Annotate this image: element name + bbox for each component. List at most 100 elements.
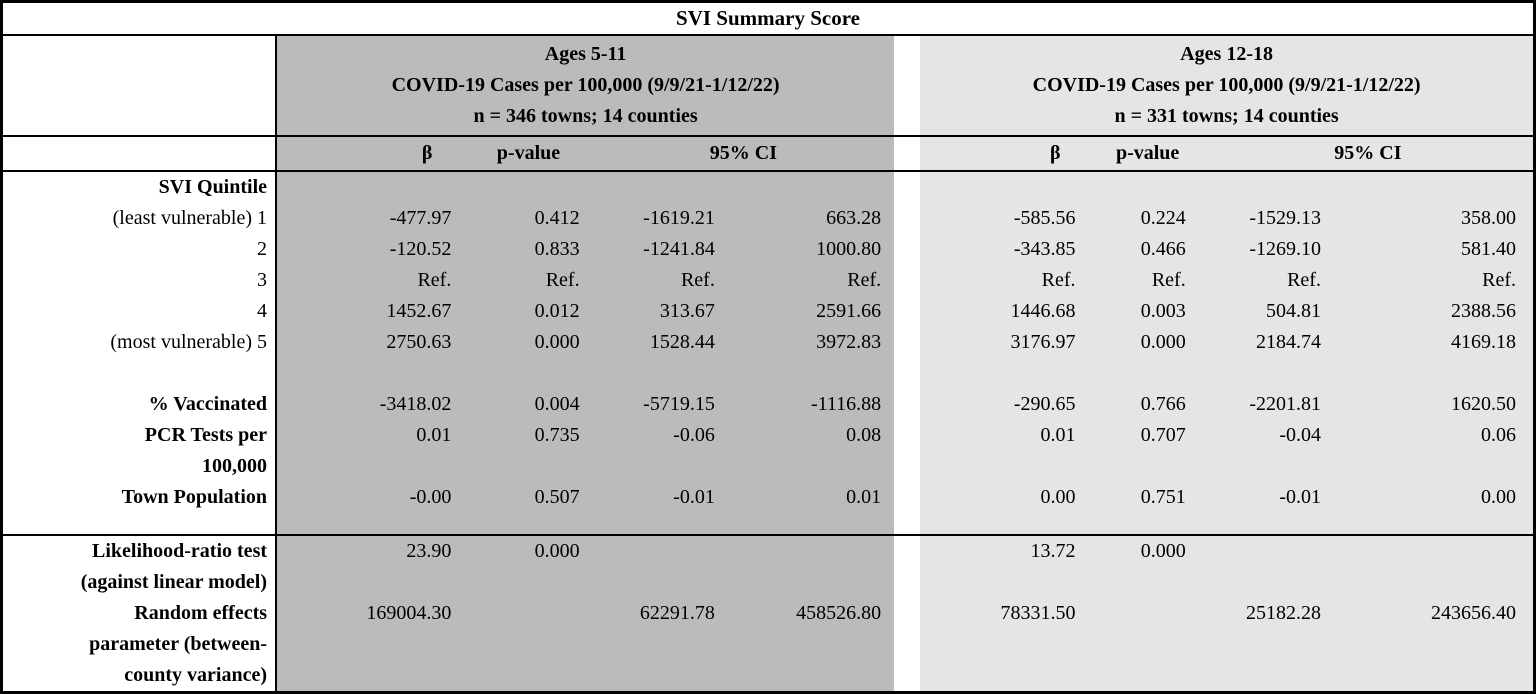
ci-lower [1202, 534, 1338, 567]
row-label: PCR Tests per [1, 420, 278, 451]
beta-value: 3176.97 [920, 327, 1093, 358]
beta-value: 1446.68 [920, 296, 1093, 327]
p-value: 0.735 [464, 420, 593, 451]
beta-value: 13.72 [920, 534, 1093, 567]
beta-value [276, 358, 465, 389]
beta-value: 2750.63 [276, 327, 465, 358]
ci-lower [1202, 629, 1338, 660]
beta-value [920, 567, 1093, 598]
beta-value: -477.97 [276, 203, 465, 234]
table-title: SVI Summary Score [1, 1, 1535, 36]
beta-value [920, 660, 1093, 693]
ci-lower: 313.67 [592, 296, 728, 327]
table-row: 100,000 [1, 451, 1535, 482]
beta-value: -120.52 [276, 234, 465, 265]
row-label: Likelihood-ratio test [1, 534, 278, 567]
ci-lower: -1269.10 [1202, 234, 1338, 265]
ci-upper [1337, 660, 1535, 693]
panel-gap [894, 534, 921, 567]
ci-upper [727, 451, 895, 482]
panel-gap [894, 327, 921, 358]
beta-value: -0.00 [276, 482, 465, 513]
panel-gap [894, 296, 921, 327]
panel-sample: n = 346 towns; 14 counties [473, 105, 698, 127]
ci-lower: -0.01 [1202, 482, 1338, 513]
ci-upper [727, 660, 895, 693]
ci-lower: -1529.13 [1202, 203, 1338, 234]
beta-value [276, 660, 465, 693]
p-value: 0.507 [464, 482, 593, 513]
ci-lower [592, 513, 728, 535]
ci-upper: -1116.88 [727, 389, 895, 420]
ci-upper [727, 534, 895, 567]
panel-header-ages-12-18: Ages 12-18 COVID-19 Cases per 100,000 (9… [920, 35, 1535, 137]
ci-upper: 0.01 [727, 482, 895, 513]
table-row: 2 -120.52 0.833 -1241.84 1000.80 -343.85… [1, 234, 1535, 265]
ci-upper [1337, 534, 1535, 567]
p-value: 0.012 [464, 296, 593, 327]
panel-gap [894, 171, 921, 203]
p-value: 0.466 [1092, 234, 1203, 265]
ci-upper [1337, 358, 1535, 389]
ci-upper [727, 358, 895, 389]
beta-value [276, 567, 465, 598]
panel-gap [894, 136, 921, 172]
beta-value: 78331.50 [920, 598, 1093, 629]
p-value: 0.766 [1092, 389, 1203, 420]
beta-value [920, 629, 1093, 660]
ci-lower [592, 171, 728, 203]
ci-upper: Ref. [727, 265, 895, 296]
ci-upper: 4169.18 [1337, 327, 1535, 358]
row-label [1, 513, 278, 535]
table-row [1, 358, 1535, 389]
ci-lower [1202, 358, 1338, 389]
ci-lower: -1619.21 [592, 203, 728, 234]
beta-value: 0.00 [920, 482, 1093, 513]
beta-value: 0.01 [920, 420, 1093, 451]
beta-value [920, 171, 1093, 203]
table-row: parameter (between- [1, 629, 1535, 660]
panel-gap [894, 482, 921, 513]
p-value [1092, 629, 1203, 660]
row-label: parameter (between- [1, 629, 278, 660]
beta-value: Ref. [920, 265, 1093, 296]
panel-gap [894, 265, 921, 296]
p-value: 0.004 [464, 389, 593, 420]
row-label: county variance) [1, 660, 278, 693]
row-label [1, 358, 278, 389]
ci-lower: 25182.28 [1202, 598, 1338, 629]
beta-value: 0.01 [276, 420, 465, 451]
panel-gap [894, 358, 921, 389]
beta-value [276, 513, 465, 535]
p-value: 0.000 [464, 534, 593, 567]
p-value: 0.000 [1092, 327, 1203, 358]
p-value: 0.000 [464, 327, 593, 358]
panel-age-group: Ages 5-11 [544, 43, 627, 65]
ci-upper: 0.00 [1337, 482, 1535, 513]
panel-gap [894, 389, 921, 420]
beta-value [920, 513, 1093, 535]
p-value-header: p-value [464, 136, 593, 172]
table-row: (least vulnerable) 1 -477.97 0.412 -1619… [1, 203, 1535, 234]
beta-header: β [920, 136, 1093, 172]
table-row: (against linear model) [1, 567, 1535, 598]
ci-lower: 1528.44 [592, 327, 728, 358]
ci-upper: 1620.50 [1337, 389, 1535, 420]
table-row: % Vaccinated -3418.02 0.004 -5719.15 -11… [1, 389, 1535, 420]
ci-upper [727, 567, 895, 598]
beta-value: Ref. [276, 265, 465, 296]
ci-lower [592, 451, 728, 482]
beta-value: -3418.02 [276, 389, 465, 420]
p-value [464, 358, 593, 389]
table-row: 4 1452.67 0.012 313.67 2591.66 1446.68 0… [1, 296, 1535, 327]
table-row: 3 Ref. Ref. Ref. Ref. Ref. Ref. Ref. Ref… [1, 265, 1535, 296]
ci-upper [1337, 513, 1535, 535]
table-row [1, 513, 1535, 535]
table-row: SVI Quintile [1, 171, 1535, 203]
ci-lower: -2201.81 [1202, 389, 1338, 420]
beta-value [276, 629, 465, 660]
row-label: (against linear model) [1, 567, 278, 598]
panel-gap [894, 35, 921, 137]
beta-value: -290.65 [920, 389, 1093, 420]
